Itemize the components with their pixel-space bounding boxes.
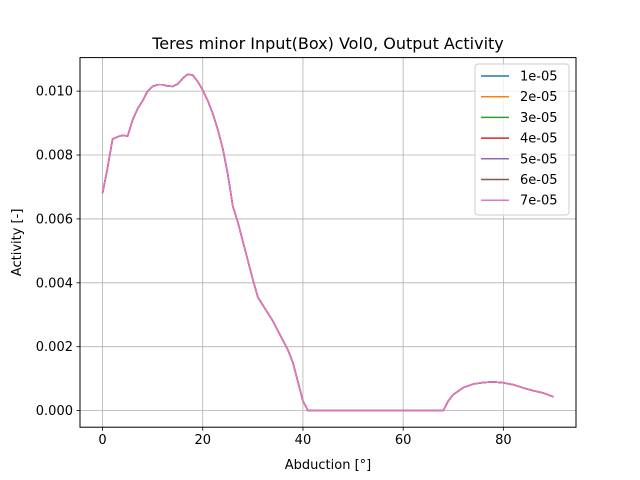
legend-label: 3e-05 <box>520 111 558 126</box>
legend-frame <box>474 63 570 216</box>
series-lines <box>101 73 554 412</box>
legend-label: 1e-05 <box>520 70 558 85</box>
y-axis-label: Activity [-] <box>10 209 25 277</box>
legend-label: 6e-05 <box>520 173 558 188</box>
legend-label: 4e-05 <box>520 132 558 147</box>
y-tick-label: 0.004 <box>36 276 73 291</box>
x-axis-label: Abduction [°] <box>285 458 371 473</box>
axis-ticks: 0 20 40 60 80 0.000 0.002 0.004 0.006 0.008 0.010 <box>36 85 512 449</box>
y-tick-label: 0.008 <box>36 149 73 164</box>
y-tick-label: 0.006 <box>36 212 73 227</box>
x-tick-label: 80 <box>495 433 512 448</box>
x-tick-label: 60 <box>395 433 412 448</box>
x-tick-label: 20 <box>194 433 211 448</box>
y-tick-label: 0.000 <box>36 404 73 419</box>
series-line-7e-05 <box>101 73 554 412</box>
x-tick-label: 40 <box>295 433 312 448</box>
legend-label: 7e-05 <box>520 194 558 209</box>
legend-label: 5e-05 <box>520 152 558 167</box>
plot-area-frame <box>79 57 577 428</box>
legend-label: 2e-05 <box>520 90 558 105</box>
y-tick-label: 0.002 <box>36 340 73 355</box>
y-tick-label: 0.010 <box>36 85 73 100</box>
chart-legend: 1e-05 2e-05 3e-05 4e-05 5e-05 6e-05 7e-05 <box>474 63 570 216</box>
chart-title: Teres minor Input(Box) Vol0, Output Acti… <box>151 34 504 53</box>
x-tick-label: 0 <box>98 433 106 448</box>
